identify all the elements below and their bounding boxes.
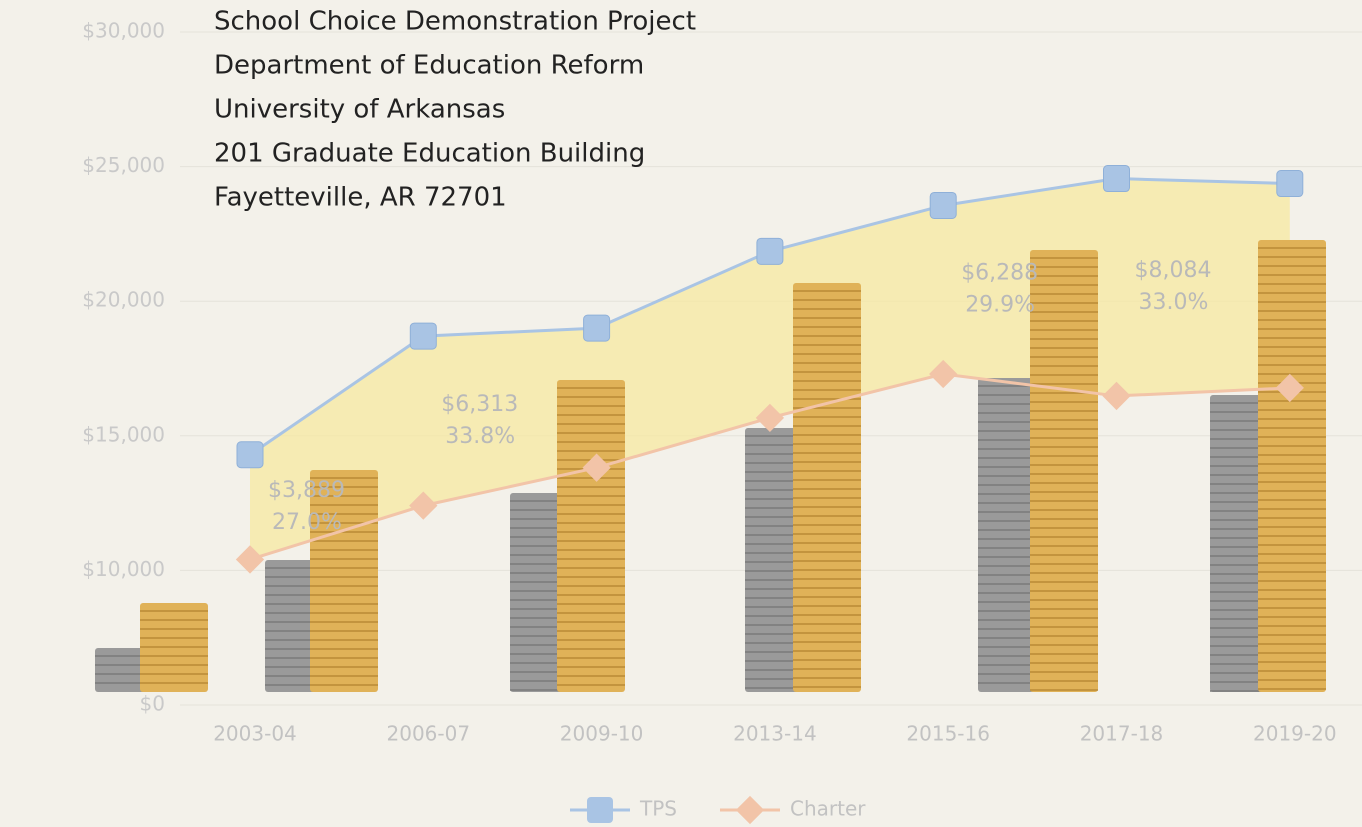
y-tick-label: $10,000 xyxy=(82,557,165,581)
x-tick-label: 2006-07 xyxy=(387,722,471,746)
gap-amount: $6,313 xyxy=(441,392,518,417)
legend-marker xyxy=(735,795,765,825)
marker xyxy=(582,453,611,482)
marker xyxy=(1275,373,1304,403)
legend-label: TPS xyxy=(639,797,677,821)
legend-label: Charter xyxy=(790,797,866,821)
coin-stack xyxy=(793,283,861,692)
header-line: University of Arkansas xyxy=(214,95,505,125)
x-tick-label: 2017-18 xyxy=(1080,722,1164,746)
marker xyxy=(929,359,958,389)
coin-stacks xyxy=(95,240,1326,692)
marker xyxy=(583,314,611,342)
y-tick-label: $15,000 xyxy=(82,422,165,446)
gap-amount: $6,288 xyxy=(961,261,1038,286)
header-line: 201 Graduate Education Building xyxy=(214,139,645,169)
marker xyxy=(409,322,437,350)
coin-stack xyxy=(1030,250,1098,692)
gap-percent: 27.0% xyxy=(272,510,342,535)
y-tick-label: $0 xyxy=(140,692,165,716)
x-tick-label: 2003-04 xyxy=(213,722,297,746)
gap-amount: $8,084 xyxy=(1135,258,1212,283)
gap-area xyxy=(250,178,1290,560)
x-tick-label: 2015-16 xyxy=(906,722,990,746)
marker xyxy=(1276,170,1304,198)
line-layer xyxy=(235,165,1304,574)
marker xyxy=(756,237,784,265)
gap-percent: 33.8% xyxy=(445,424,515,449)
header-line: School Choice Demonstration Project xyxy=(214,7,696,37)
marker xyxy=(755,403,785,432)
gap-amount: $3,889 xyxy=(268,478,345,503)
header-line: Department of Education Reform xyxy=(214,51,644,81)
coin-stack xyxy=(1258,240,1326,692)
coin-stack xyxy=(978,378,1046,692)
marker xyxy=(1103,165,1130,193)
y-tick-label: $30,000 xyxy=(82,19,165,43)
gap-percent: 29.9% xyxy=(965,293,1035,318)
area-layer xyxy=(250,178,1290,560)
marker xyxy=(235,545,265,574)
coin-stack xyxy=(557,380,625,692)
x-tick-label: 2009-10 xyxy=(560,722,644,746)
gap-percent: 33.0% xyxy=(1139,290,1209,315)
y-tick-label: $20,000 xyxy=(82,288,165,312)
marker xyxy=(236,441,264,469)
x-tick-label: 2019-20 xyxy=(1253,722,1337,746)
header-line: Fayetteville, AR 72701 xyxy=(214,183,507,213)
marker xyxy=(929,191,957,219)
y-tick-label: $25,000 xyxy=(82,153,165,177)
marker xyxy=(1102,381,1131,411)
label-layer: $3,889 27.0% $6,313 33.8% $6,288 29.9% $8,084 3… xyxy=(268,258,1212,825)
legend-marker xyxy=(587,797,613,823)
x-tick-label: 2013-14 xyxy=(733,722,817,746)
